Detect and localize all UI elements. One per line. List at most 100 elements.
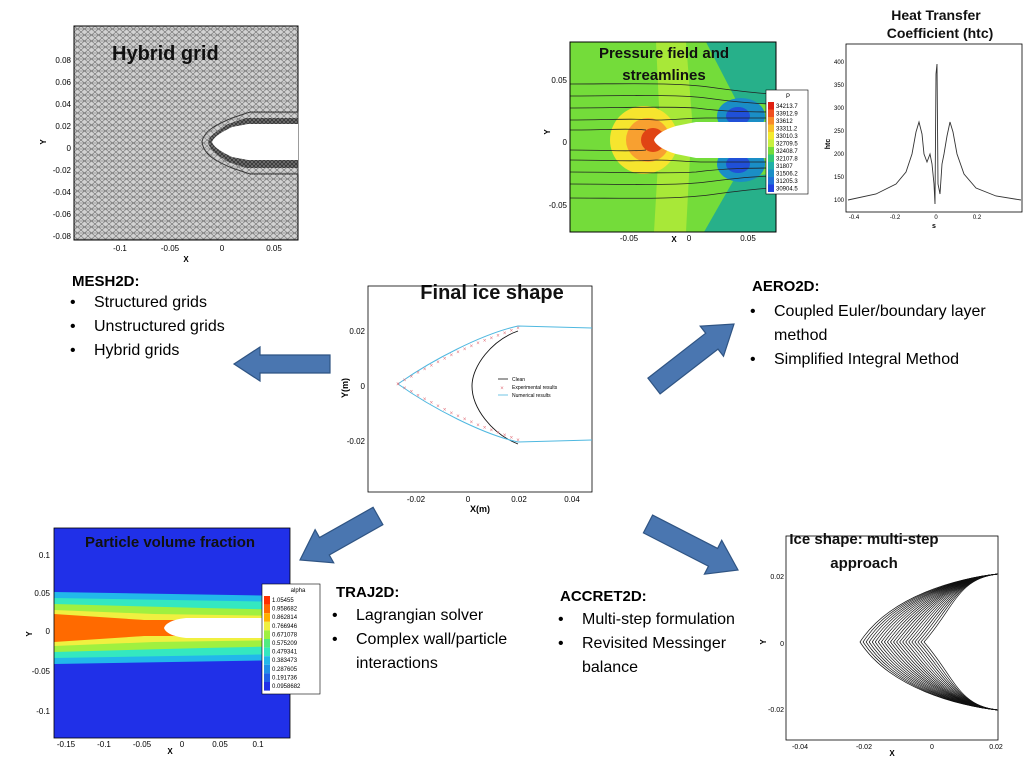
mesh-xtick: 0.05 <box>266 244 282 253</box>
particle-panel: Particle volume fraction alpha 1.05455 0.… <box>4 524 326 756</box>
experimental-point: × <box>436 404 440 410</box>
center-legend: Clean × Experimental results Numerical r… <box>498 377 558 399</box>
pressure-colorbar-swatch <box>768 109 774 117</box>
pressure-legend-value: 33912.9 <box>776 112 798 118</box>
pressure-legend-value: 34213.7 <box>776 104 798 110</box>
particle-colorbar-swatch <box>264 647 270 657</box>
pressure-legend-value: 32408.7 <box>776 149 798 155</box>
htc-ytick: 400 <box>834 60 845 66</box>
particle-xtick: -0.15 <box>57 740 76 749</box>
htc-xtick: 0.2 <box>973 215 982 221</box>
mesh2d-list: Structured grids Unstructured grids Hybr… <box>68 291 298 363</box>
ice-shape-step-line <box>899 573 999 711</box>
experimental-point: × <box>430 363 434 369</box>
pressure-colorbar-swatch <box>768 169 774 177</box>
ice-shape-step-line <box>905 573 999 711</box>
airfoil-body <box>212 124 298 160</box>
particle-title: Particle volume fraction <box>85 534 255 551</box>
htc-figure: Heat Transfer Coefficient (htc) 400 350 … <box>825 7 1023 230</box>
particle-colorbar-swatch <box>264 656 270 665</box>
arrow-to-aero2d <box>647 323 735 395</box>
experimental-point: × <box>450 353 454 359</box>
accret2d-list: Multi-step formulation Revisited Messing… <box>556 608 786 680</box>
particle-colorbar-swatch <box>264 639 270 648</box>
htc-panel: Heat Transfer Coefficient (htc) 400 350 … <box>816 4 1030 236</box>
particle-ytick: 0.05 <box>34 589 50 598</box>
pressure-colorbar-swatch <box>768 147 774 155</box>
experimental-point: × <box>450 411 454 417</box>
final-ice-shape-title: Final ice shape <box>420 282 563 304</box>
experimental-point: × <box>503 433 507 439</box>
mesh-ytick: 0.08 <box>55 56 71 65</box>
particle-ytick: 0 <box>46 627 51 636</box>
pressure-title-line1: Pressure field and <box>599 45 729 62</box>
particle-legend-value: 0.575209 <box>272 641 298 647</box>
htc-curve <box>847 63 1022 205</box>
experimental-point: × <box>476 341 480 347</box>
experimental-point: × <box>483 338 487 344</box>
experimental-point: × <box>483 426 487 432</box>
particle-colorbar-swatch <box>264 613 270 622</box>
particle-field <box>54 528 290 738</box>
mesh-ytick: -0.02 <box>53 166 72 175</box>
pressure-xtick: -0.05 <box>620 234 639 243</box>
experimental-point: × <box>423 367 427 373</box>
traj2d-item: Lagrangian solver <box>330 604 530 628</box>
mesh2d-item: Hybrid grids <box>68 339 298 363</box>
pressure-legend-value: 33010.3 <box>776 134 798 140</box>
experimental-point: × <box>410 374 414 380</box>
multistep-xtick: -0.04 <box>792 744 808 751</box>
htc-xlabel: s <box>932 223 936 230</box>
particle-legend-value: 0.671078 <box>272 632 298 638</box>
mesh-xtick: 0 <box>220 244 225 253</box>
center-xtick: -0.02 <box>407 495 426 504</box>
center-ytick: 0.02 <box>349 327 365 336</box>
particle-ytick: 0.1 <box>39 551 51 560</box>
pressure-field <box>570 42 776 232</box>
experimental-point: × <box>516 326 520 332</box>
experimental-point: × <box>416 393 420 399</box>
experimental-point: × <box>490 336 494 342</box>
arrow-to-accret2d <box>642 514 739 575</box>
experimental-point: × <box>443 356 447 362</box>
pressure-ylabel: Y <box>543 129 552 135</box>
particle-legend-value: 0.287605 <box>272 667 298 673</box>
center-ytick: 0 <box>361 382 366 391</box>
experimental-point: × <box>443 408 447 414</box>
ice-shape-step-line <box>883 573 999 711</box>
htc-xtick: -0.2 <box>890 215 901 221</box>
particle-xtick: 0 <box>180 740 185 749</box>
pressure-title-line2: streamlines <box>622 67 705 84</box>
multistep-panel: Ice shape: multi-step approach 0.02 0 -0… <box>748 522 1032 760</box>
mesh-xlabel: X <box>183 255 189 264</box>
hybrid-grid-figure: 0.08 0.06 0.04 0.02 0 -0.02 -0.04 -0.06 … <box>39 25 299 264</box>
experimental-point: × <box>510 436 514 442</box>
aero2d-list: Coupled Euler/boundary layer method Simp… <box>748 300 1028 372</box>
pressure-legend-value: 33612 <box>776 119 793 125</box>
experimental-point: × <box>456 350 460 356</box>
experimental-point: × <box>503 331 507 337</box>
particle-colorbar-swatch <box>264 682 270 691</box>
particle-colorbar-swatch <box>264 673 270 682</box>
particle-legend-value: 0.958682 <box>272 607 298 613</box>
pressure-xtick: 0 <box>687 234 692 243</box>
mesh2d-title: MESH2D: <box>72 273 140 290</box>
particle-colorbar: alpha 1.05455 0.958682 0.862814 0.766946 0.6… <box>261 583 321 695</box>
experimental-point: × <box>470 344 474 350</box>
experimental-point: × <box>476 423 480 429</box>
pressure-colorbar-swatch <box>768 102 774 110</box>
pressure-colorbar-swatch <box>768 139 774 147</box>
particle-legend-title: alpha <box>291 588 306 594</box>
pressure-legend-value: 30904.5 <box>776 187 798 193</box>
htc-ytick: 350 <box>834 83 845 89</box>
center-ytick: -0.02 <box>347 437 366 446</box>
pressure-legend-value: 31506.2 <box>776 172 798 178</box>
mesh2d-item: Unstructured grids <box>68 315 298 339</box>
mesh-ytick: 0.02 <box>55 122 71 131</box>
mesh2d-item: Structured grids <box>68 291 298 315</box>
particle-colorbar-swatch <box>264 664 270 674</box>
experimental-point: × <box>436 360 440 366</box>
particle-xtick: 0.05 <box>212 740 228 749</box>
